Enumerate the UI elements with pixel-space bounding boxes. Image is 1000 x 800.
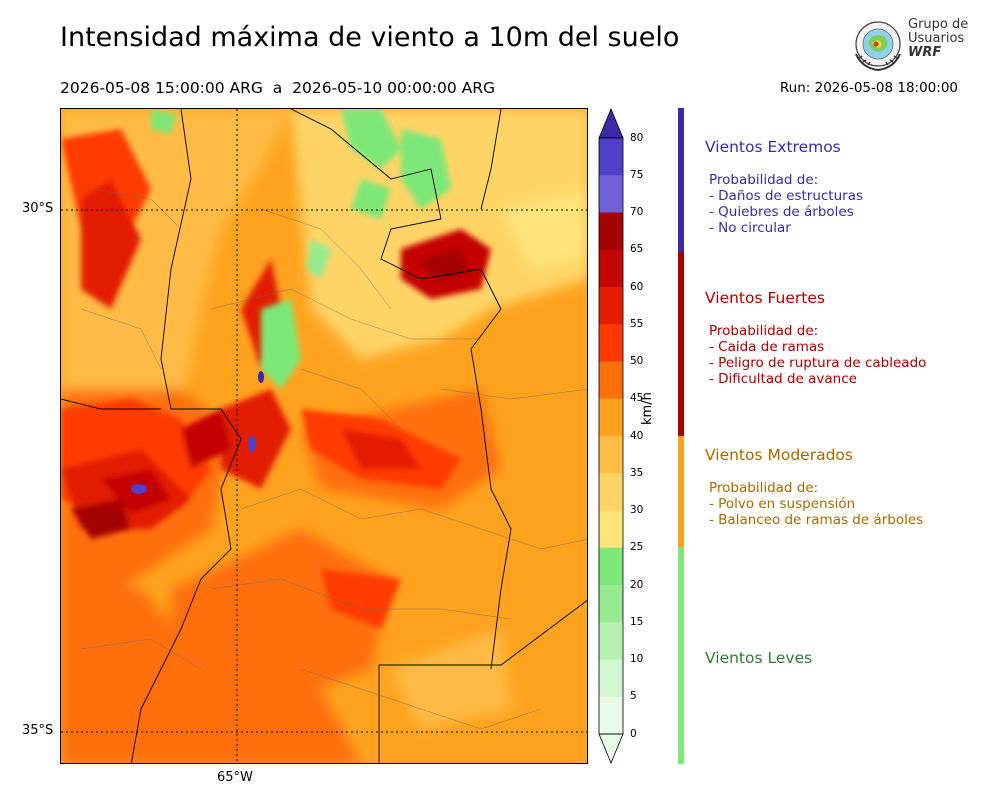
forecast-period: 2026-05-08 15:00:00 ARG a 2026-05-10 00:… — [60, 79, 496, 97]
colorbar-tick-label: 5 — [630, 690, 637, 703]
colorbar-band — [599, 175, 623, 213]
desc-line: - Daños de estructuras — [709, 188, 864, 204]
desc-line: - No circular — [709, 220, 791, 236]
colorbar-tick-label: 10 — [630, 653, 644, 665]
desc-line: - Quiebres de árboles — [709, 204, 854, 220]
category-title-moderados: Vientos Moderados — [705, 446, 853, 464]
lat-label-35s: 35°S — [22, 723, 54, 738]
map-title: Intensidad máxima de viento a 10m del su… — [60, 22, 680, 53]
colorbar-band — [599, 212, 623, 251]
desc-line: - Peligro de ruptura de cableado — [709, 355, 927, 371]
colorbar-band — [599, 585, 623, 623]
colorbar-band — [599, 398, 623, 437]
lon-label-65w: 65°W — [217, 770, 253, 785]
colorbar-band — [599, 473, 623, 511]
colorbar-band — [599, 622, 623, 660]
lat-label-30s: 30°S — [22, 201, 54, 216]
desc-line: - Balanceo de ramas de árboles — [709, 512, 924, 528]
category-title-fuertes: Vientos Fuertes — [705, 289, 825, 307]
category-desc-fuertes: Probabilidad de: - Caida de ramas - Peli… — [709, 323, 926, 387]
globe-logo-icon — [855, 21, 901, 72]
colorbar-frame — [598, 137, 624, 735]
colorbar-band — [599, 659, 623, 698]
desc-line: Probabilidad de: — [709, 172, 819, 188]
category-desc-moderados: Probabilidad de: - Polvo en suspensión -… — [709, 480, 923, 528]
grupo-usuarios-wrf-logo: Grupo de Usuarios WRF — [850, 18, 970, 73]
colorbar-band — [599, 361, 623, 400]
category-bar-leves — [678, 547, 684, 764]
colorbar-band — [599, 696, 623, 735]
colorbar-tick-label: 75 — [630, 168, 644, 181]
colorbar-band — [599, 249, 623, 288]
desc-line: Probabilidad de: — [709, 480, 819, 496]
desc-line: Probabilidad de: — [709, 323, 819, 339]
colorbar-tick-label: 60 — [630, 280, 644, 293]
colorbar-tick-label: 15 — [630, 615, 644, 628]
colorbar-tick-label: 40 — [630, 429, 644, 442]
colorbar-tick-label: 55 — [630, 317, 644, 330]
colorbar-extend-bottom — [598, 733, 624, 765]
colorbar-tick-label: 30 — [630, 504, 644, 516]
wind-intensity-map — [60, 108, 588, 764]
logo-text-line3: WRF — [908, 45, 942, 60]
colorbar-band — [599, 510, 623, 549]
category-bar-fuertes — [678, 252, 684, 436]
category-bar-moderados — [678, 436, 684, 547]
province-borders — [61, 109, 587, 763]
colorbar-band — [599, 138, 623, 176]
desc-line: - Caida de ramas — [709, 339, 825, 355]
light-wind-zones — [151, 109, 451, 389]
department-borders — [80, 188, 587, 730]
colorbar-band — [599, 436, 623, 474]
extreme-wind-spots — [131, 371, 264, 494]
logo-text-line2: Usuarios — [908, 31, 965, 46]
colorbar-band — [599, 324, 623, 362]
colorbar — [598, 107, 624, 765]
colorbar-tick-label: 80 — [630, 131, 644, 144]
colorbar-tick-label: 65 — [630, 243, 644, 256]
category-title-extremos: Vientos Extremos — [705, 138, 841, 156]
colorbar-tick-label: 70 — [630, 206, 644, 218]
colorbar-tick-label: 25 — [630, 541, 644, 554]
colorbar-band — [599, 287, 623, 325]
run-timestamp: Run: 2026-05-08 18:00:00 — [779, 80, 958, 96]
graticule — [61, 109, 587, 763]
map-canvas — [61, 109, 587, 763]
desc-line: - Polvo en suspensión — [709, 496, 856, 512]
colorbar-tick-label: 45 — [630, 392, 644, 405]
colorbar-graphic — [598, 107, 624, 765]
category-bar-extremos — [678, 108, 684, 252]
desc-line: - Dificultad de avance — [709, 371, 857, 387]
colorbar-tick-label: 35 — [630, 466, 644, 479]
colorbar-band — [599, 547, 623, 586]
colorbar-tick-label: 50 — [630, 355, 644, 367]
category-desc-extremos: Probabilidad de: - Daños de estructuras … — [709, 172, 863, 236]
colorbar-extend-top — [598, 107, 624, 139]
colorbar-unit-label: km/h — [640, 392, 655, 425]
logo-text-line1: Grupo de — [908, 17, 969, 32]
category-title-leves: Vientos Leves — [705, 649, 813, 667]
colorbar-tick-label: 20 — [630, 578, 644, 591]
colorbar-tick-label: 0 — [630, 727, 637, 740]
